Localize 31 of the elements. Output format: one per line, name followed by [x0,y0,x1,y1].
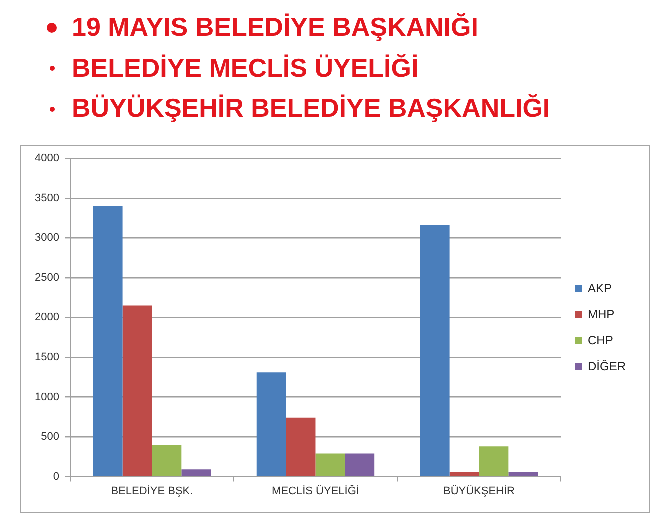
y-tick-label: 500 [41,431,60,444]
bar [420,225,450,476]
legend-label: AKP [588,281,612,296]
chart-title: 19 MAYIS BELEDİYE BAŞKANIĞI [72,12,478,42]
bar [182,470,212,476]
legend-label: DİĞER [588,359,626,374]
bar [93,206,123,476]
y-tick-label: 3500 [34,192,60,204]
text: BÜYÜKŞEHİR BELEDİYE BAŞKANLIĞI [72,93,550,123]
y-tick-label: 3000 [34,232,60,244]
y-tick-label: 2000 [34,312,60,324]
legend-label: MHP [588,307,615,322]
bar [256,372,286,476]
bar [316,454,346,476]
bar [450,472,480,476]
bar [479,446,509,476]
y-tick-label: 1000 [34,391,60,404]
y-tick-label: 1500 [34,352,60,364]
y-tick-label: 4000 [34,152,60,165]
x-tick-label: BÜYÜKŞEHİR [443,484,516,498]
x-tick-label: MECLİS ÜYELİĞİ [272,484,360,498]
legend-label: CHP [588,333,614,348]
y-tick-label: 0 [53,470,60,483]
y-tick-label: 2500 [34,272,60,284]
bar [345,454,375,476]
bar [152,444,182,476]
x-tick-label: BELEDİYE BŞK. [111,484,194,498]
bar [286,418,316,476]
bar [122,306,152,476]
chart-subtitle: BELEDİYE MECLİS ÜYELİĞİ [72,52,419,82]
bar [508,472,538,476]
